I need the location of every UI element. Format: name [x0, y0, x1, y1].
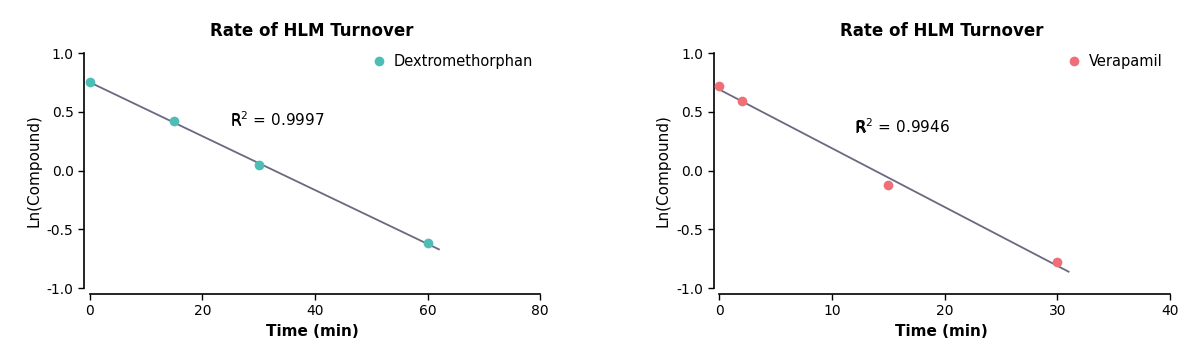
Title: Rate of HLM Turnover: Rate of HLM Turnover [840, 22, 1044, 40]
Dextromethorphan [167, 119, 181, 123]
Verapamil [881, 183, 895, 187]
X-axis label: Time (min): Time (min) [895, 324, 989, 339]
Dextromethorphan [420, 241, 434, 246]
Dextromethorphan [252, 163, 266, 167]
Y-axis label: Ln(Compound): Ln(Compound) [26, 114, 41, 227]
Legend: Verapamil: Verapamil [1060, 49, 1169, 75]
Dextromethorphan [83, 80, 97, 85]
Line: Dextromethorphan: Dextromethorphan [85, 78, 432, 248]
Verapamil [734, 99, 749, 103]
Line: Verapamil: Verapamil [714, 81, 1062, 267]
Text: R$^2$ = 0.9946: R$^2$ = 0.9946 [854, 117, 949, 136]
Verapamil [1050, 260, 1064, 265]
Verapamil [712, 84, 726, 88]
Legend: Dextromethorphan: Dextromethorphan [365, 49, 539, 75]
Text: R$^2$ = 0.9997: R$^2$ = 0.9997 [230, 110, 325, 129]
X-axis label: Time (min): Time (min) [265, 324, 359, 339]
Title: Rate of HLM Turnover: Rate of HLM Turnover [210, 22, 414, 40]
Text: R: R [230, 114, 241, 129]
Y-axis label: Ln(Compound): Ln(Compound) [656, 114, 671, 227]
Text: R: R [854, 121, 865, 136]
